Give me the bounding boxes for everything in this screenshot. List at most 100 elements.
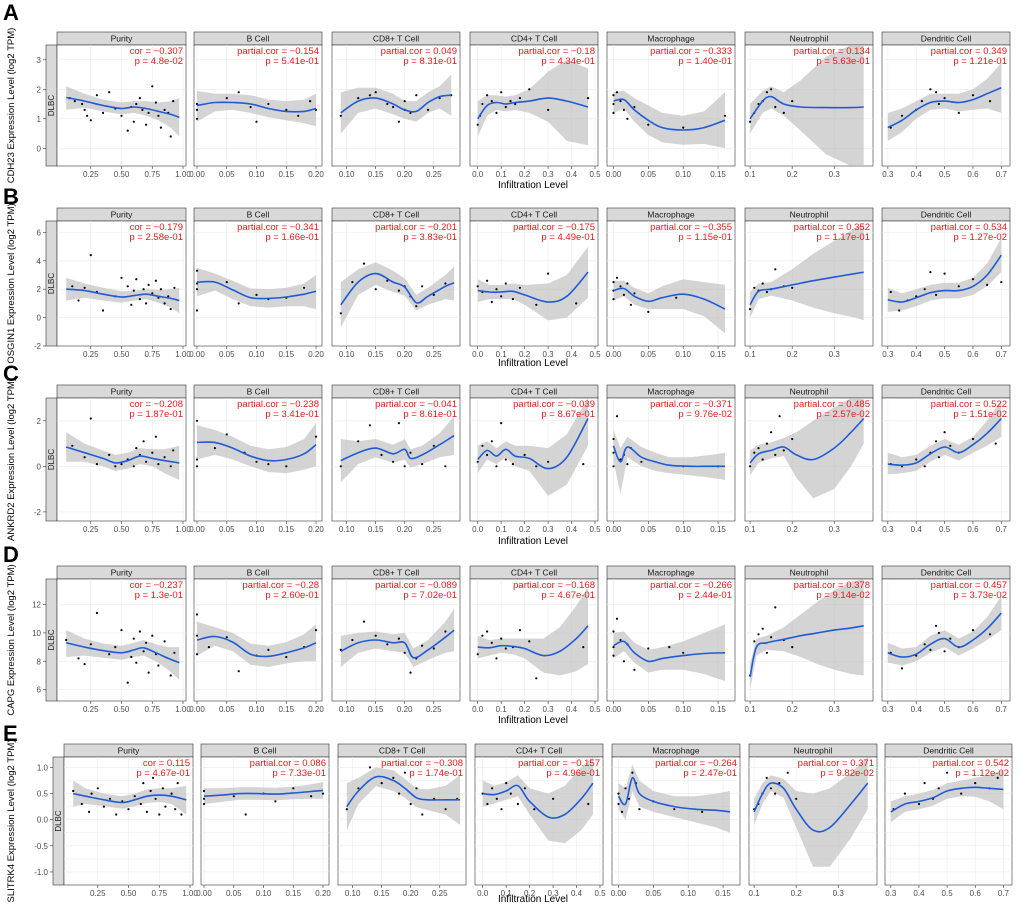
y-tick-label: 6 <box>37 686 42 695</box>
x-tick-label: 0.15 <box>710 170 726 179</box>
x-tick-label: 0.7 <box>996 705 1008 714</box>
x-tick-label: 0.05 <box>641 170 657 179</box>
x-tick-label: 0.5 <box>939 170 951 179</box>
x-tick-label: 0.6 <box>967 525 979 534</box>
x-tick-label: 0.0 <box>472 350 484 359</box>
correlation-value: = −0.238 <box>279 399 319 410</box>
data-point <box>397 120 400 123</box>
data-point <box>490 100 493 103</box>
confidence-band <box>613 624 725 682</box>
correlation-label: partial.cor = −0.264 <box>655 758 737 769</box>
p-value: p = 1.87e-01 <box>129 409 183 420</box>
correlation-label: partial.cor = 0.134 <box>794 46 870 57</box>
data-point <box>770 88 773 91</box>
data-point <box>624 787 627 790</box>
data-point <box>514 102 517 106</box>
data-point <box>225 281 228 284</box>
panel-letter: D <box>3 542 19 567</box>
dlbc-label: DLBC <box>47 95 56 117</box>
data-point <box>612 94 615 97</box>
dlbc-label: DLBC <box>47 629 56 651</box>
data-point <box>795 797 798 800</box>
data-point <box>765 442 769 445</box>
facet-title: CD8+ T Cell <box>373 34 419 44</box>
data-point <box>682 651 685 654</box>
p-value: p = 2.44e-01 <box>678 590 732 601</box>
y-tick-label: 3 <box>37 56 42 65</box>
confidence-band <box>66 630 180 680</box>
data-point <box>765 290 769 294</box>
fit-line <box>617 777 731 813</box>
p-value: p = 4.8e-02 <box>135 56 183 67</box>
confidence-band <box>750 223 864 321</box>
data-point <box>633 292 636 295</box>
x-tick-label: 0.10 <box>339 350 355 359</box>
data-point <box>647 123 650 126</box>
x-tick-label: 0.05 <box>226 889 242 898</box>
data-point <box>135 661 138 664</box>
data-point <box>943 272 946 275</box>
confidence-band <box>73 780 187 815</box>
x-tick-label: 0.05 <box>641 525 657 534</box>
correlation-label: partial.cor = 0.352 <box>794 222 870 233</box>
data-point <box>145 302 148 305</box>
data-point <box>95 611 98 615</box>
p-value-label: p = 3.41e-01 <box>265 409 319 420</box>
fit-line <box>66 288 180 302</box>
x-tick-label: 0.3 <box>543 525 555 534</box>
x-tick-label: 0.0 <box>472 705 484 714</box>
data-point <box>675 296 678 299</box>
correlation-name: partial.cor <box>513 222 555 233</box>
fit-line <box>482 782 594 819</box>
correlation-label: cor = −0.179 <box>130 222 183 233</box>
data-point <box>386 102 389 106</box>
fit-line <box>887 254 1002 303</box>
correlation-label: partial.cor = −0.308 <box>381 758 463 769</box>
p-value: p = 3.83e-01 <box>403 232 457 243</box>
data-point <box>444 808 447 811</box>
x-tick-label: 0.05 <box>646 889 662 898</box>
correlation-name: partial.cor <box>794 580 836 591</box>
data-point <box>357 440 360 443</box>
data-point <box>528 88 531 91</box>
x-tick-label: 0.10 <box>249 350 265 359</box>
data-point <box>73 100 76 103</box>
data-point <box>397 637 400 640</box>
data-point <box>132 637 135 640</box>
correlation-name: partial.cor <box>375 580 417 591</box>
data-point <box>749 120 752 123</box>
data-point <box>213 447 216 450</box>
correlation-value: = −0.201 <box>417 222 457 233</box>
fit-line <box>340 629 455 659</box>
confidence-band <box>340 74 452 134</box>
data-point <box>903 792 907 795</box>
p-value-label: p = 7.02e-01 <box>403 590 457 601</box>
x-tick-label: 0.10 <box>680 889 696 898</box>
data-point <box>774 105 777 109</box>
data-point <box>151 451 154 454</box>
facet-title: B Cell <box>247 210 270 220</box>
fit-line <box>749 417 865 464</box>
x-tick-label: 0.1 <box>745 525 757 534</box>
data-point <box>195 288 199 291</box>
x-tick-label: 0.05 <box>219 170 235 179</box>
data-point <box>615 91 619 94</box>
data-point <box>476 653 479 656</box>
panel-a: A DLBC CDH23 Expression Level (log2 TPM) 0 1… <box>3 0 1011 191</box>
y-tick-label: 0 <box>37 314 42 323</box>
y-tick-label: 0.5 <box>37 790 49 799</box>
y-tick-label: 6 <box>37 228 42 237</box>
panel-letter: C <box>3 361 19 386</box>
data-point <box>202 802 206 806</box>
p-value: p = 7.33e-01 <box>272 768 326 779</box>
x-tick-label: 0.5 <box>589 350 601 359</box>
x-tick-label: 0.05 <box>641 705 657 714</box>
data-point <box>72 789 75 793</box>
data-point <box>314 435 318 438</box>
correlation-label: partial.cor = −0.28 <box>242 580 319 591</box>
